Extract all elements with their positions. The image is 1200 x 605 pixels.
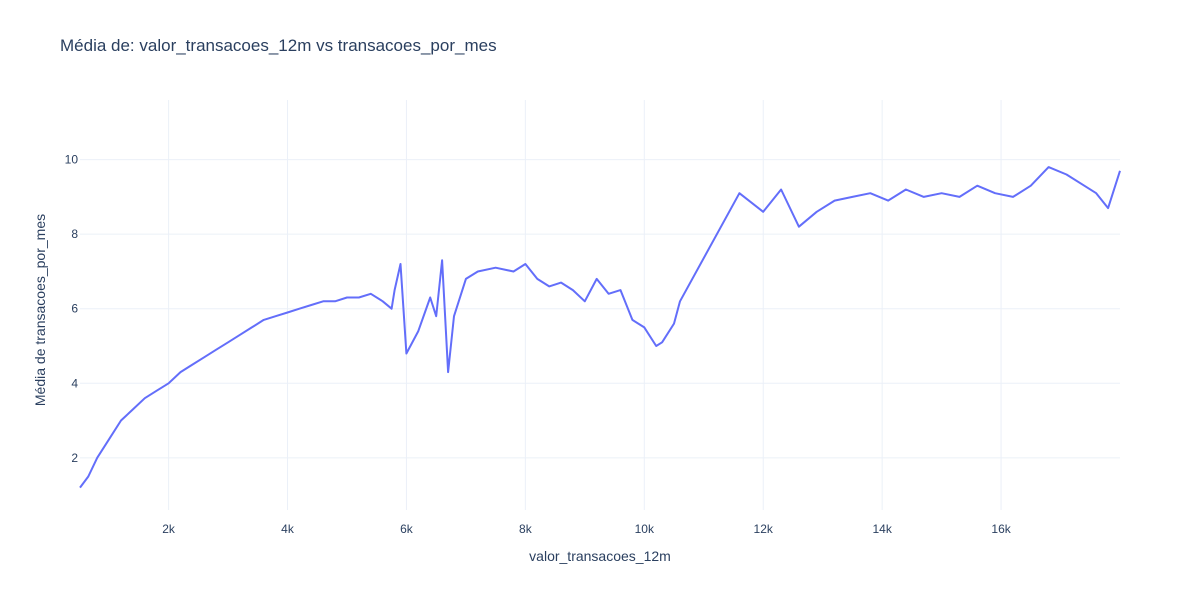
y-tick-label: 4 [71, 376, 78, 390]
x-tick-label: 8k [519, 522, 533, 536]
x-tick-label: 14k [872, 522, 892, 536]
x-tick-label: 6k [400, 522, 414, 536]
x-axis-label: valor_transacoes_12m [529, 548, 671, 564]
y-tick-label: 10 [65, 153, 79, 167]
x-tick-label: 2k [162, 522, 176, 536]
y-tick-label: 2 [71, 451, 78, 465]
x-tick-label: 10k [635, 522, 655, 536]
x-tick-label: 4k [281, 522, 295, 536]
x-tick-label: 12k [754, 522, 774, 536]
y-axis-label: Média de transacoes_por_mes [32, 214, 48, 406]
series-line-layer [79, 166, 1121, 489]
tick-labels: 2k 4k 6k 8k 10k 12k 14k 16k 2 4 6 8 10 [65, 153, 1012, 536]
chart-title: Média de: valor_transacoes_12m vs transa… [60, 36, 497, 55]
y-tick-label: 6 [71, 302, 78, 316]
grid [80, 100, 1120, 510]
x-tick-label: 16k [991, 522, 1011, 536]
y-tick-label: 8 [71, 227, 78, 241]
series-line [79, 166, 1121, 489]
